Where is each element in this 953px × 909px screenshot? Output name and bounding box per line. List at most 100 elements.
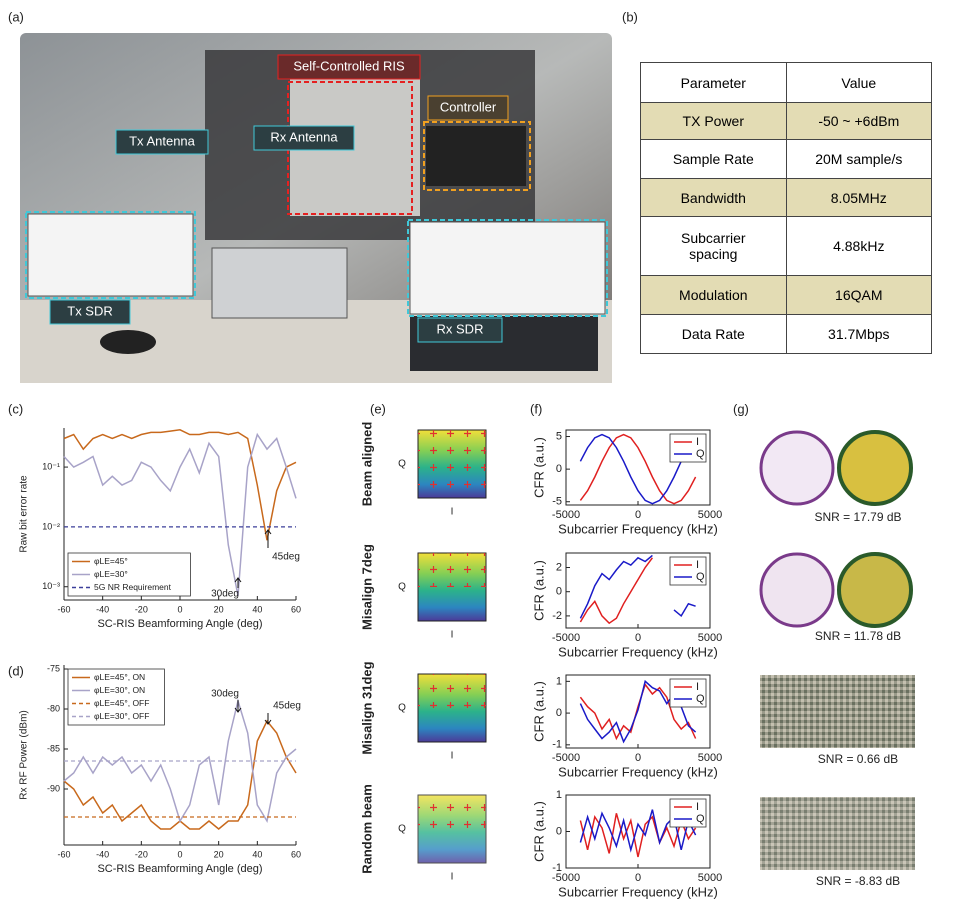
x-tick-label: -20 <box>135 849 148 859</box>
series-line <box>579 557 654 625</box>
x-tick-label: -5000 <box>552 509 580 521</box>
legend-label: φLE=45° <box>94 556 128 566</box>
axis-label: Q <box>398 582 406 593</box>
x-tick-label: -60 <box>57 849 70 859</box>
legend-label: φLE=45°, ON <box>94 672 145 682</box>
y-axis-label: Raw bit error rate <box>19 475 30 553</box>
y-tick-label: 10⁻¹ <box>42 461 60 471</box>
table-cell: 16QAM <box>785 275 933 315</box>
annotation-arrowhead <box>234 577 242 583</box>
table-cell: 4.88kHz <box>785 216 933 276</box>
axis-label: Q <box>398 824 406 835</box>
annotation-arrowhead <box>264 529 272 535</box>
legend-box <box>669 433 707 463</box>
panel-label: (b) <box>622 9 638 24</box>
legend-label: φLE=45°, OFF <box>94 698 149 708</box>
x-tick-label: 20 <box>214 849 224 859</box>
x-tick-label: 20 <box>214 604 224 614</box>
y-axis-label: CFR (a.u.) <box>531 801 546 862</box>
row-label: Beam aligned <box>359 422 374 507</box>
annotation: 30deg <box>211 589 239 600</box>
series-line <box>579 682 697 741</box>
x-tick-label: 5000 <box>698 752 722 764</box>
x-tick-label: 0 <box>177 849 182 859</box>
panel-label: (f) <box>530 401 542 416</box>
x-tick-label: 0 <box>635 509 641 521</box>
y-axis-label: CFR (a.u.) <box>531 560 546 621</box>
x-tick-label: 5000 <box>698 509 722 521</box>
table-cell: 8.05MHz <box>785 178 933 217</box>
x-tick-label: 0 <box>177 604 182 614</box>
table-cell: Sample Rate <box>640 139 787 179</box>
x-tick-label: -20 <box>135 604 148 614</box>
x-tick-label: 60 <box>291 604 301 614</box>
annotation-arrowhead <box>234 707 242 713</box>
x-tick-label: 0 <box>635 632 641 644</box>
y-tick-label: -85 <box>47 743 60 753</box>
y-tick-label: -5 <box>552 496 562 508</box>
table-cell-text: Subcarrier spacing <box>680 230 746 262</box>
legend-label: I <box>696 801 699 813</box>
snr-label: SNR = 11.78 dB <box>815 629 901 643</box>
x-axis-label: Subcarrier Frequency (kHz) <box>558 764 718 779</box>
x-tick-label: -5000 <box>552 752 580 764</box>
legend-box <box>669 556 707 586</box>
table-cell: Bandwidth <box>640 178 787 217</box>
photo-label: Rx SDR <box>437 321 484 336</box>
axis-label: I <box>451 872 454 883</box>
annotation: 30deg <box>211 689 239 700</box>
axis-label: I <box>451 751 454 762</box>
annotation-arrowhead <box>264 719 272 725</box>
series-line <box>673 602 696 618</box>
legend-label: I <box>696 681 699 693</box>
x-tick-label: 5000 <box>698 632 722 644</box>
series-line <box>63 432 297 597</box>
table-cell: Modulation <box>640 275 787 315</box>
y-tick-label: -1 <box>552 862 562 874</box>
panel-label: (c) <box>8 401 23 416</box>
panel-label: (e) <box>370 401 386 416</box>
x-tick-label: -40 <box>96 604 109 614</box>
y-tick-label: 0 <box>556 707 562 719</box>
snr-label: SNR = -8.83 dB <box>816 874 900 888</box>
x-tick-label: 60 <box>291 849 301 859</box>
panel-label: (a) <box>8 9 24 24</box>
x-tick-label: -5000 <box>552 632 580 644</box>
axis-label: Q <box>398 459 406 470</box>
parameter-table: Parameter Value TX Power -50 ~ +6dBm Sampl… <box>640 62 933 354</box>
photo-label: Controller <box>440 99 497 114</box>
legend-label: φLE=30° <box>94 569 128 579</box>
y-tick-label: 10⁻³ <box>42 581 60 591</box>
y-tick-label: -75 <box>47 663 60 673</box>
legend-box <box>67 552 191 597</box>
y-tick-label: 10⁻² <box>42 521 60 531</box>
y-tick-label: 1 <box>556 789 562 801</box>
x-tick-label: 40 <box>252 604 262 614</box>
x-tick-label: 0 <box>635 752 641 764</box>
snr-label: SNR = 17.79 dB <box>814 510 901 524</box>
legend-box <box>669 678 707 708</box>
axis-label: I <box>451 507 454 518</box>
row-label: Random beam <box>359 784 374 874</box>
table-cell: Data Rate <box>640 314 787 354</box>
y-tick-label: -80 <box>47 703 60 713</box>
legend-box <box>67 668 165 726</box>
x-tick-label: 5000 <box>698 872 722 884</box>
legend-label: Q <box>696 693 705 705</box>
x-axis-label: Subcarrier Frequency (kHz) <box>558 644 718 659</box>
series-line <box>63 698 297 824</box>
series-line <box>579 809 697 853</box>
legend-label: Q <box>696 571 705 583</box>
series-line <box>579 433 697 505</box>
x-tick-label: -60 <box>57 604 70 614</box>
row-label: Misalign 31deg <box>359 661 374 754</box>
x-tick-label: -5000 <box>552 872 580 884</box>
x-axis-label: Subcarrier Frequency (kHz) <box>558 521 718 536</box>
legend-label: I <box>696 559 699 571</box>
series-line <box>63 429 297 541</box>
photo-label: Self-Controlled RIS <box>293 58 405 73</box>
y-tick-label: 5 <box>556 430 562 442</box>
y-tick-label: 1 <box>556 675 562 687</box>
table-cell: -50 ~ +6dBm <box>785 102 933 140</box>
